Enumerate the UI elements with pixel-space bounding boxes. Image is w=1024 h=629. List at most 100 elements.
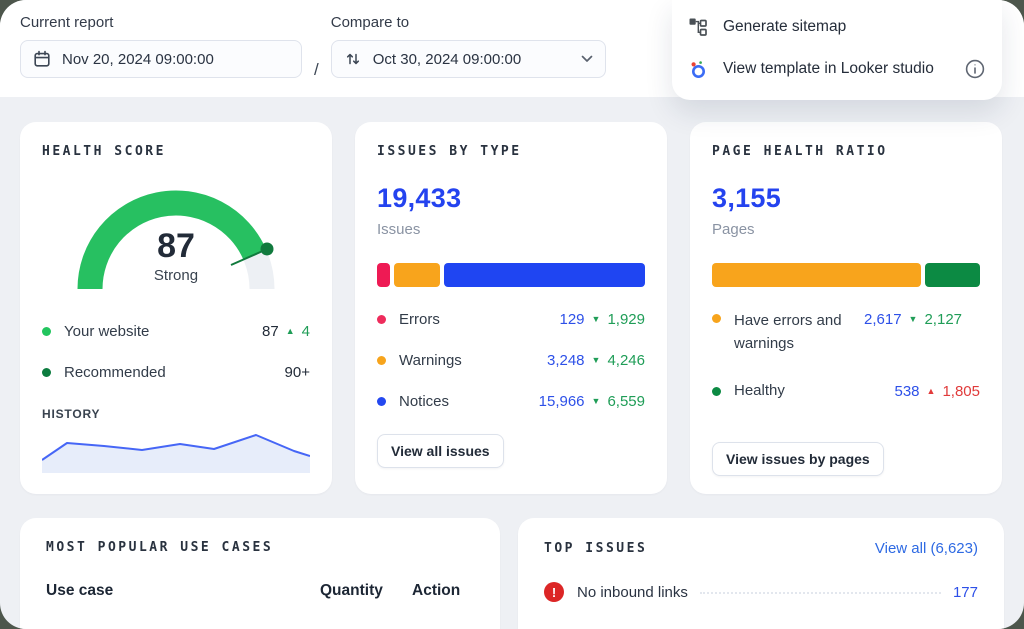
card-title: PAGE HEALTH RATIO [712,144,888,159]
looker-studio-icon [688,59,708,79]
legend-row-notices: Notices 15,966 ▼ 6,559 [377,381,645,422]
menu-item-generate-sitemap[interactable]: Generate sitemap [688,6,986,48]
legend-change: 6,559 [607,393,645,410]
legend-change: 4 [301,323,310,340]
issues-by-type-card: ISSUES BY TYPE 19,433 Issues Errors 129 … [355,122,667,494]
view-all-issues-button[interactable]: View all issues [377,434,504,468]
top-bar: Current report Nov 20, 2024 09:00:00 / C… [0,0,1024,100]
legend-row-recommended: Recommended 90+ [42,352,310,393]
actions-menu: Generate sitemap View template in Looker… [672,0,1002,100]
legend-value: 15,966 [538,393,585,410]
compare-to-group: Compare to Oct 30, 2024 09:00:00 [330,14,606,78]
errors-bar-segment [377,263,390,287]
info-icon[interactable] [964,58,986,80]
top-issues-header: TOP ISSUES View all (6,623) [544,540,978,557]
issues-stacked-bar [377,263,645,287]
up-triangle-icon: ▲ [926,385,936,396]
issue-count: 177 [952,583,978,601]
down-triangle-icon: ▼ [591,396,601,406]
legend-label: Recommended [64,363,166,381]
orange-dot-icon [712,314,721,323]
column-use-case: Use case [46,582,114,599]
chevron-down-icon [581,55,593,63]
legend-row-have-errors: Have errors and warnings 2,617 ▼ 2,127 [712,299,980,367]
legend-change: 2,127 [924,311,963,328]
health-score-caption: Strong [153,267,199,284]
menu-item-looker-studio[interactable]: View template in Looker studio [688,48,986,90]
current-report-date-value: Nov 20, 2024 09:00:00 [62,50,214,68]
notices-bar-segment [444,263,645,287]
main-content: HEALTH SCORE 87 Strong Your website [0,97,1024,629]
dark-green-dot-icon [42,368,51,377]
legend-label: Warnings [399,351,462,369]
card-title: MOST POPULAR USE CASES [46,540,274,555]
issue-row-no-inbound-links[interactable]: ! No inbound links 177 [544,582,978,602]
use-cases-table-header: Use case Quantity Action [46,582,474,600]
sort-arrows-icon [344,50,362,68]
pages-unit: Pages [712,221,755,238]
green-dot-icon [712,386,721,396]
legend-label: Healthy [734,382,785,400]
pages-legend: Have errors and warnings 2,617 ▼ 2,127 H… [712,299,980,415]
card-title: ISSUES BY TYPE [377,144,522,159]
healthy-bar-segment [925,263,980,287]
legend-row-warnings: Warnings 3,248 ▼ 4,246 [377,340,645,381]
menu-item-label: View template in Looker studio [723,60,934,77]
green-dot-icon [42,327,51,336]
card-title: TOP ISSUES [544,541,648,556]
sitemap-icon [688,17,708,37]
legend-value: 87 [262,323,279,340]
pages-stacked-bar [712,263,980,287]
legend-change: 1,929 [607,311,645,328]
have-errors-bar-segment [712,263,922,287]
up-triangle-icon: ▲ [285,326,295,336]
legend-value: 129 [559,311,585,328]
current-report-date-input[interactable]: Nov 20, 2024 09:00:00 [20,40,302,78]
health-score-value: 87 [157,227,195,265]
page-health-ratio-card: PAGE HEALTH RATIO 3,155 Pages Have error… [690,122,1002,494]
legend-label: Notices [399,392,450,410]
compare-to-select[interactable]: Oct 30, 2024 09:00:00 [330,40,606,78]
issues-total: 19,433 [377,183,462,213]
current-report-group: Current report Nov 20, 2024 09:00:00 [20,14,302,78]
view-all-link[interactable]: View all (6,623) [874,540,978,557]
pink-dot-icon [377,315,386,324]
column-quantity: Quantity [320,582,383,599]
legend-change: 4,246 [607,352,645,369]
health-score-gauge: 87 Strong [64,175,288,299]
legend-row-errors: Errors 129 ▼ 1,929 [377,299,645,340]
use-cases-card: MOST POPULAR USE CASES Use case Quantity… [20,518,500,629]
summary-cards-row: HEALTH SCORE 87 Strong Your website [20,122,1004,494]
blue-dot-icon [377,397,386,406]
dotted-leader [699,591,941,594]
down-triangle-icon: ▼ [591,355,601,365]
calendar-icon [33,50,51,68]
health-score-card: HEALTH SCORE 87 Strong Your website [20,122,332,494]
legend-value: 538 [894,382,920,400]
view-issues-by-pages-button[interactable]: View issues by pages [712,442,884,476]
history-title: HISTORY [42,407,101,421]
legend-value: 3,248 [546,352,585,369]
legend-label: Have errors and warnings [734,312,842,353]
current-report-label: Current report [20,14,114,31]
card-title: HEALTH SCORE [42,144,166,159]
top-issues-card: TOP ISSUES View all (6,623) ! No inbound… [518,518,1004,629]
legend-value: 2,617 [864,311,902,328]
gauge-chart [77,190,275,290]
legend-value: 90+ [284,364,310,381]
compare-to-date-value: Oct 30, 2024 09:00:00 [372,50,522,68]
issues-unit: Issues [377,221,421,238]
legend-row-your-website: Your website 87 ▲ 4 [42,311,310,352]
column-action: Action [412,582,461,599]
pages-total: 3,155 [712,183,782,213]
menu-item-label: Generate sitemap [723,18,847,35]
error-exclamation-icon: ! [544,582,564,602]
issues-legend: Errors 129 ▼ 1,929 Warnings 3,248 ▼ [377,299,645,422]
date-separator: / [314,60,319,79]
down-triangle-icon: ▼ [591,314,601,324]
history-area-chart [42,434,310,473]
down-triangle-icon: ▼ [908,314,918,324]
legend-change: 1,805 [942,382,980,400]
bottom-cards-row: MOST POPULAR USE CASES Use case Quantity… [20,518,1004,629]
